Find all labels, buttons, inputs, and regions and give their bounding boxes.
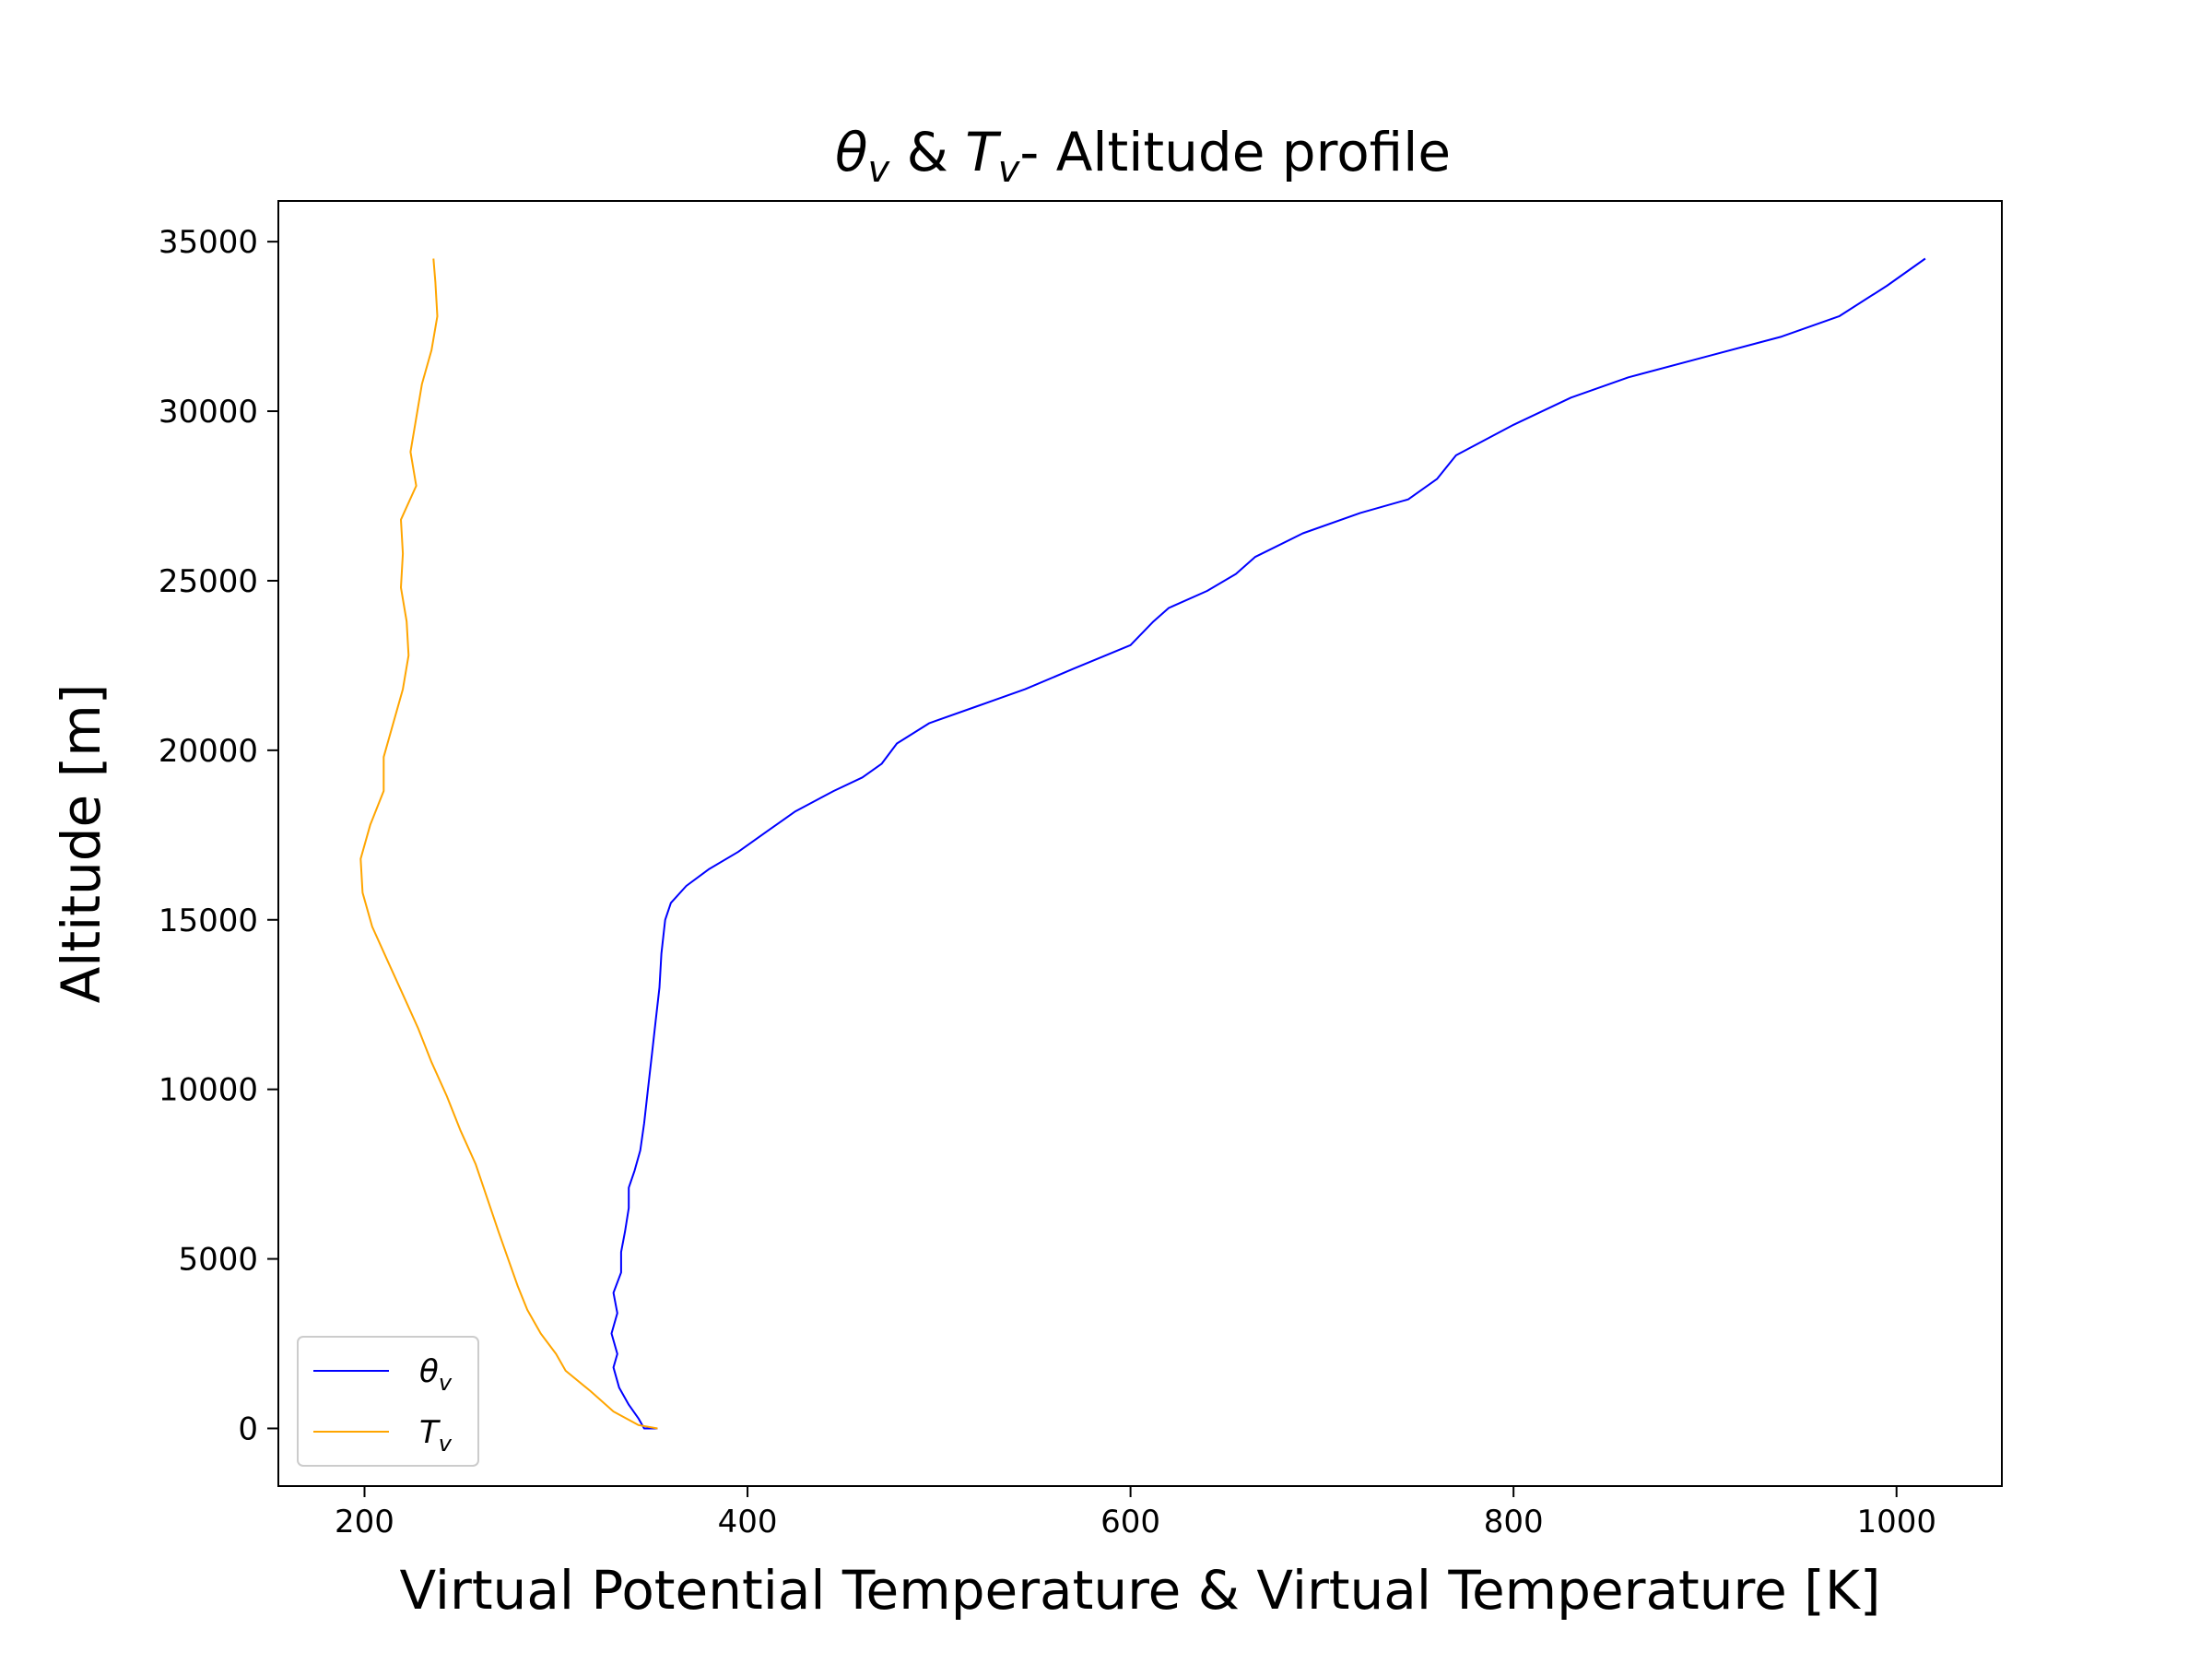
x-tick-label: 200 — [335, 1504, 394, 1540]
legend-theta-v-label: θv — [419, 1353, 453, 1396]
x-axis-ticks: 200 400 600 800 1000 — [335, 1486, 1936, 1540]
title-rest: - Altitude profile — [1019, 121, 1451, 183]
y-axis-ticks: 0 5000 10000 15000 20000 25000 30000 35000 — [159, 224, 278, 1447]
chart-title: θv & Tv- Altitude profile — [835, 121, 1451, 191]
legend-theta-symbol: θ — [419, 1353, 439, 1390]
y-tick-label: 10000 — [159, 1072, 258, 1109]
x-axis-label: Virtual Potential Temperature & Virtual … — [399, 1559, 1880, 1622]
title-T: T — [965, 121, 1002, 183]
legend-theta-sub: v — [439, 1370, 453, 1396]
series-layer — [359, 257, 1926, 1430]
legend-t-sub: v — [439, 1431, 453, 1457]
x-tick-label: 800 — [1484, 1504, 1544, 1540]
title-theta: θ — [835, 121, 868, 183]
legend-box — [297, 1336, 479, 1467]
y-tick-label: 15000 — [159, 903, 258, 939]
legend: θv Tv — [297, 1336, 479, 1467]
legend-t-symbol: T — [419, 1414, 441, 1451]
y-tick-label: 20000 — [159, 733, 258, 770]
series-line-t-v — [359, 258, 658, 1430]
x-tick-label: 600 — [1100, 1504, 1160, 1540]
y-axis-label: Altitude [m] — [50, 684, 112, 1004]
y-tick-label: 0 — [238, 1410, 258, 1447]
y-tick-label: 35000 — [159, 224, 258, 261]
axes-frame — [277, 200, 2003, 1487]
title-amp: & — [889, 121, 965, 183]
x-tick-label: 1000 — [1856, 1504, 1936, 1540]
title-theta-subscript: v — [867, 148, 890, 191]
y-tick-label: 30000 — [159, 394, 258, 431]
x-tick-label: 400 — [718, 1504, 778, 1540]
y-tick-label: 5000 — [178, 1242, 258, 1279]
legend-t-v-label: Tv — [419, 1414, 453, 1457]
title-T-subscript: v — [998, 148, 1021, 191]
y-tick-label: 25000 — [159, 563, 258, 600]
series-line-theta-v — [610, 257, 1926, 1430]
plot-area — [277, 200, 2003, 1487]
